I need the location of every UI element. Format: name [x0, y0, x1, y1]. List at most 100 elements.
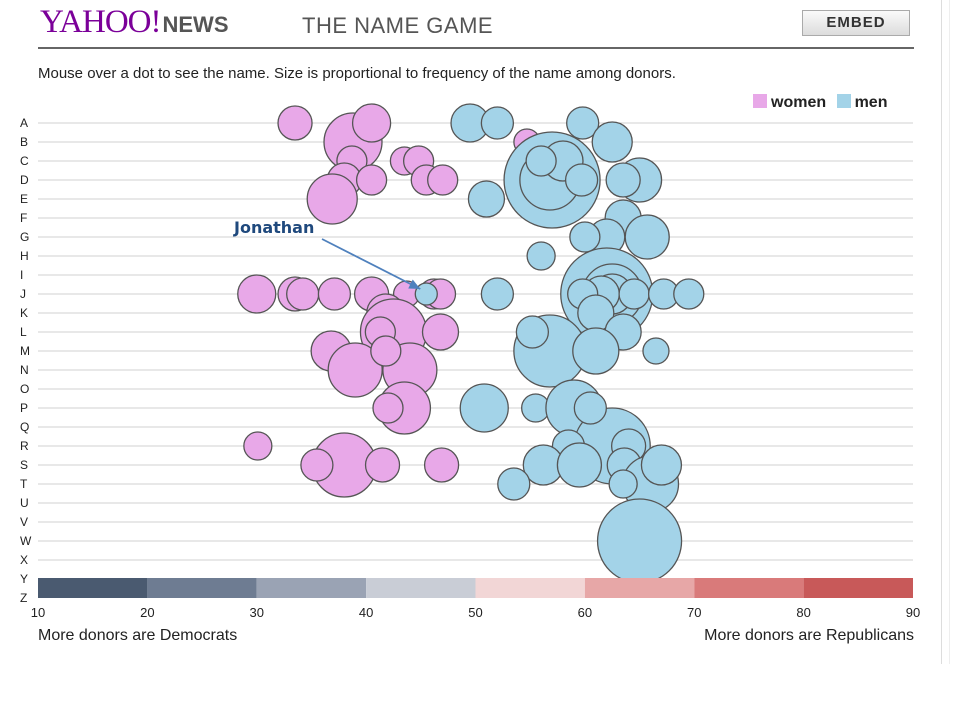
right-border	[941, 0, 942, 664]
women-name-dot[interactable]	[286, 277, 320, 311]
men-name-dot[interactable]	[573, 391, 607, 425]
yahoo-news-logo[interactable]: YAHOO!NEWS	[40, 4, 229, 44]
y-axis-letter: B	[20, 135, 28, 149]
annotation-arrow	[321, 238, 421, 290]
men-name-dot[interactable]	[569, 221, 601, 253]
legend-men: men	[836, 94, 888, 111]
scale-segment	[584, 578, 695, 598]
men-name-dot[interactable]	[467, 180, 506, 218]
y-axis-letter: V	[20, 515, 28, 529]
legend-men-label: men	[854, 94, 888, 111]
y-axis-letter: A	[20, 116, 28, 130]
women-name-dot[interactable]	[421, 313, 460, 351]
y-axis-letter: K	[20, 306, 28, 320]
men-name-dot[interactable]	[414, 282, 438, 306]
y-axis-letter: R	[20, 439, 29, 453]
men-name-dot[interactable]	[596, 498, 683, 584]
scale-segment	[366, 578, 476, 598]
women-name-dot[interactable]	[370, 335, 402, 367]
women-name-dot[interactable]	[317, 277, 352, 311]
y-axis-letter: I	[20, 268, 23, 282]
x-tick-label: 20	[140, 605, 154, 620]
men-name-dot[interactable]	[556, 442, 603, 488]
scale-segment	[38, 578, 148, 598]
women-name-dot[interactable]	[327, 342, 383, 398]
instructions-text: Mouse over a dot to see the name. Size i…	[38, 65, 676, 82]
women-name-dot[interactable]	[237, 274, 277, 314]
x-tick-label: 40	[359, 605, 373, 620]
embed-button[interactable]: EMBED	[802, 10, 910, 36]
annotation-label: Jonathan	[234, 218, 315, 237]
men-name-dot[interactable]	[480, 106, 515, 140]
y-axis-letter: S	[20, 458, 28, 472]
x-tick-label: 90	[906, 605, 920, 620]
women-name-dot[interactable]	[372, 392, 404, 424]
men-name-dot[interactable]	[566, 106, 600, 140]
men-name-dot[interactable]	[480, 277, 515, 311]
footer-republicans-label: More donors are Republicans	[704, 627, 914, 644]
women-name-dot[interactable]	[351, 103, 392, 143]
y-axis-letter: X	[20, 553, 28, 567]
logo-yahoo-text: YAHOO!	[40, 4, 161, 40]
y-axis-letter: T	[20, 477, 28, 491]
women-name-dot[interactable]	[243, 431, 273, 461]
y-axis-letter: W	[20, 534, 32, 548]
women-name-dot[interactable]	[300, 448, 334, 482]
women-name-dot[interactable]	[306, 173, 358, 225]
annotation-arrowhead	[408, 279, 421, 289]
men-name-dot[interactable]	[497, 467, 531, 501]
x-tick-label: 80	[796, 605, 810, 620]
x-tick-label: 50	[468, 605, 482, 620]
x-tick-label: 60	[578, 605, 592, 620]
men-name-dot[interactable]	[459, 383, 509, 433]
men-name-dot[interactable]	[605, 162, 641, 198]
y-axis-letter: Y	[20, 572, 28, 586]
legend-women-label: women	[771, 94, 827, 111]
y-axis-letter: Q	[20, 420, 29, 434]
y-axis-letter: N	[20, 363, 29, 377]
x-tick-label: 30	[250, 605, 264, 620]
men-name-dot[interactable]	[640, 444, 683, 486]
right-border-inner	[949, 0, 950, 664]
y-axis-letter: D	[20, 173, 29, 187]
x-tick-label: 70	[687, 605, 701, 620]
men-name-dot[interactable]	[624, 214, 670, 260]
y-axis-letter: E	[20, 192, 28, 206]
y-axis-letter: J	[20, 287, 26, 301]
y-axis-letter: O	[20, 382, 29, 396]
legend-women: women	[753, 94, 826, 111]
y-axis-letter: F	[20, 211, 27, 225]
men-name-dot[interactable]	[525, 145, 557, 177]
women-name-dot[interactable]	[355, 164, 388, 196]
scale-segment	[803, 578, 913, 598]
men-name-dot[interactable]	[572, 327, 620, 375]
y-axis-letter: G	[20, 230, 29, 244]
men-swatch	[836, 94, 851, 108]
men-name-dot[interactable]	[591, 121, 633, 163]
men-name-dot[interactable]	[515, 315, 550, 349]
women-name-dot[interactable]	[423, 447, 460, 483]
header-divider	[38, 47, 914, 49]
x-tick-label: 10	[31, 605, 45, 620]
y-axis-letter: L	[20, 325, 27, 339]
men-name-dot[interactable]	[642, 337, 670, 365]
y-axis-letter: M	[20, 344, 30, 358]
women-name-dot[interactable]	[277, 105, 313, 141]
header: YAHOO!NEWS THE NAME GAME EMBED	[38, 4, 914, 48]
y-axis-letter: C	[20, 154, 29, 168]
women-swatch	[753, 94, 767, 108]
women-name-dot[interactable]	[427, 164, 459, 196]
men-name-dot[interactable]	[618, 278, 650, 310]
y-axis-letter: U	[20, 496, 29, 510]
y-axis-letter: P	[20, 401, 28, 415]
women-name-dot[interactable]	[364, 447, 401, 483]
men-name-dot[interactable]	[673, 278, 705, 310]
men-name-dot[interactable]	[608, 469, 638, 499]
y-axis-letter: Z	[20, 591, 27, 605]
men-name-dot[interactable]	[564, 163, 599, 197]
y-axis-letter: H	[20, 249, 29, 263]
scale-segment	[475, 578, 585, 598]
men-name-dot[interactable]	[526, 241, 556, 271]
scale-segment	[147, 578, 257, 598]
